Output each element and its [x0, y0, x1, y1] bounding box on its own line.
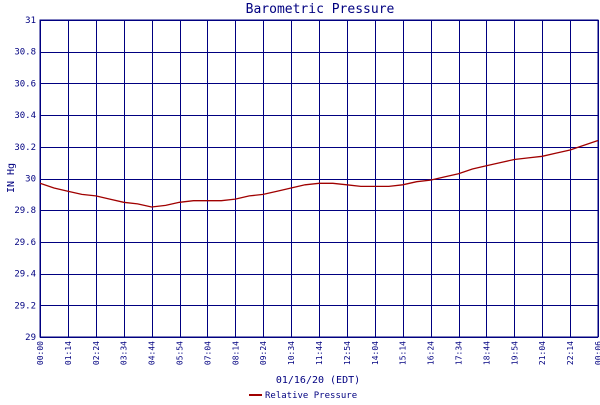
x-tick-label: 18:44	[482, 341, 491, 365]
y-axis-label: IN Hg	[6, 163, 17, 193]
y-tick-label: 29	[25, 333, 36, 343]
x-tick-label: 09:24	[259, 341, 268, 365]
x-tick-label: 16:24	[427, 341, 436, 365]
x-tick-label: 00:00	[36, 341, 45, 365]
series-line-relative-pressure	[39, 139, 599, 208]
x-tick-label: 03:34	[120, 341, 129, 365]
chart-title: Barometric Pressure	[246, 2, 395, 17]
x-tick-label: 14:04	[371, 341, 380, 365]
x-tick-label: 12:54	[343, 341, 352, 365]
y-tick-label: 30.6	[14, 79, 36, 89]
x-tick-labels: 00:00 01:14 02:24 03:34 04:44 05:54 07:04 08:14…	[36, 341, 600, 365]
y-tick-label: 31	[25, 16, 36, 26]
x-tick-label: 08:14	[231, 341, 240, 365]
y-tick-label: 29.2	[14, 301, 36, 311]
x-tick-label: 22:14	[566, 341, 575, 365]
x-tick-label: 05:54	[176, 341, 185, 365]
x-axis-label: 01/16/20 (EDT)	[276, 375, 360, 386]
legend-label-relative-pressure: Relative Pressure	[265, 391, 357, 400]
y-tick-label: 30.2	[14, 143, 36, 153]
y-tick-label: 29.8	[14, 206, 36, 216]
y-tick-label: 29.6	[14, 238, 36, 248]
x-tick-label: 00:06	[594, 341, 600, 365]
x-tick-label: 15:14	[399, 341, 408, 365]
series-layer	[39, 139, 599, 208]
y-tick-label: 29.4	[14, 270, 36, 280]
x-tick-label: 01:14	[64, 341, 73, 365]
x-tick-label: 07:04	[203, 341, 212, 365]
x-tick-label: 19:54	[510, 341, 519, 365]
y-tick-label: 30	[25, 175, 36, 185]
x-tick-label: 17:34	[455, 341, 464, 365]
x-tick-label: 11:44	[315, 341, 324, 365]
y-tick-labels: 29 29.2 29.4 29.6 29.8 30 30.2 30.4 30.6 30.8 31	[14, 16, 36, 343]
x-tick-label: 02:24	[92, 341, 101, 365]
y-tick-label: 30.4	[14, 111, 36, 121]
x-tick-label: 21:04	[538, 341, 547, 365]
y-tick-label: 30.8	[14, 48, 36, 58]
x-tick-label: 04:44	[148, 341, 157, 365]
x-tick-label: 10:34	[287, 341, 296, 365]
legend: Relative Pressure	[249, 391, 357, 401]
grid-lines	[39, 19, 599, 338]
